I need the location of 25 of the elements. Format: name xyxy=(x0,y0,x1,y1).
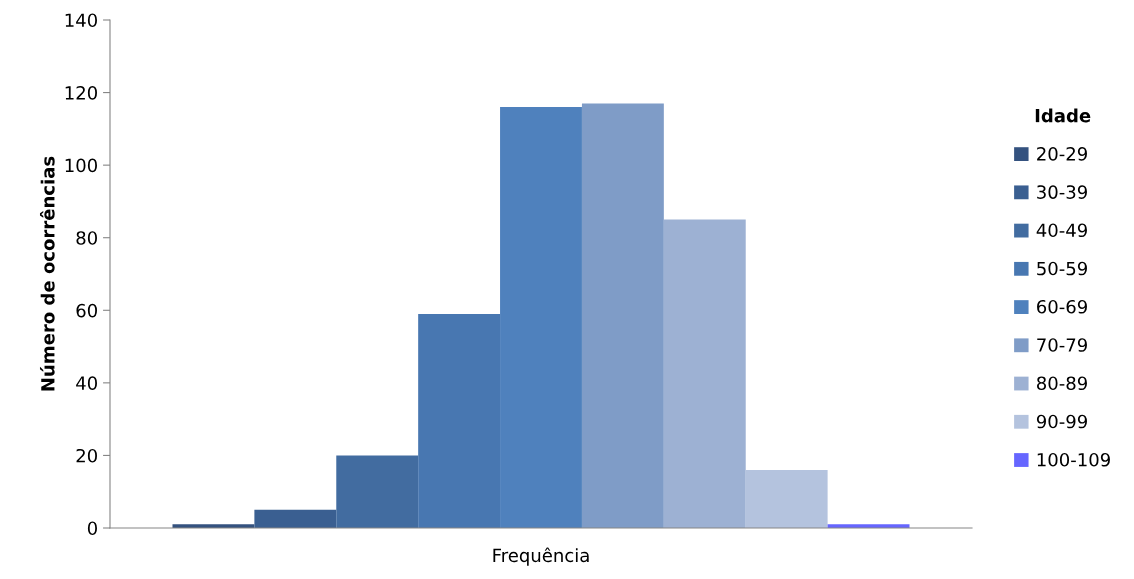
y-tick-label: 120 xyxy=(65,86,97,100)
y-tick-label: 60 xyxy=(76,303,97,318)
y-tick-label: 100 xyxy=(65,158,97,173)
legend-label: 60-69 xyxy=(1037,299,1087,314)
bar xyxy=(745,469,828,528)
y-tick-label: 20 xyxy=(76,448,97,463)
legend-label: 30-39 xyxy=(1037,185,1087,199)
legend-title: Idade xyxy=(1035,108,1091,123)
legend-label: 50-59 xyxy=(1037,261,1087,276)
legend-label: 20-29 xyxy=(1037,146,1087,161)
legend-label: 100-109 xyxy=(1037,452,1110,467)
y-axis-title: Número de ocorrências xyxy=(39,156,55,391)
bar xyxy=(336,455,419,528)
bar xyxy=(581,103,664,528)
bar xyxy=(663,219,746,528)
legend-label: 80-89 xyxy=(1037,376,1087,391)
y-tick-label: 80 xyxy=(76,231,97,245)
bar xyxy=(254,509,337,528)
legend-label: 40-49 xyxy=(1036,223,1087,238)
x-tick-label: Frequência xyxy=(493,547,589,566)
legend-label: 70-79 xyxy=(1037,338,1087,352)
legend-label: 90-99 xyxy=(1036,414,1087,429)
y-tick-label: 140 xyxy=(65,13,97,28)
y-tick-label: 0 xyxy=(87,521,97,536)
y-tick-label: 40 xyxy=(76,376,97,390)
